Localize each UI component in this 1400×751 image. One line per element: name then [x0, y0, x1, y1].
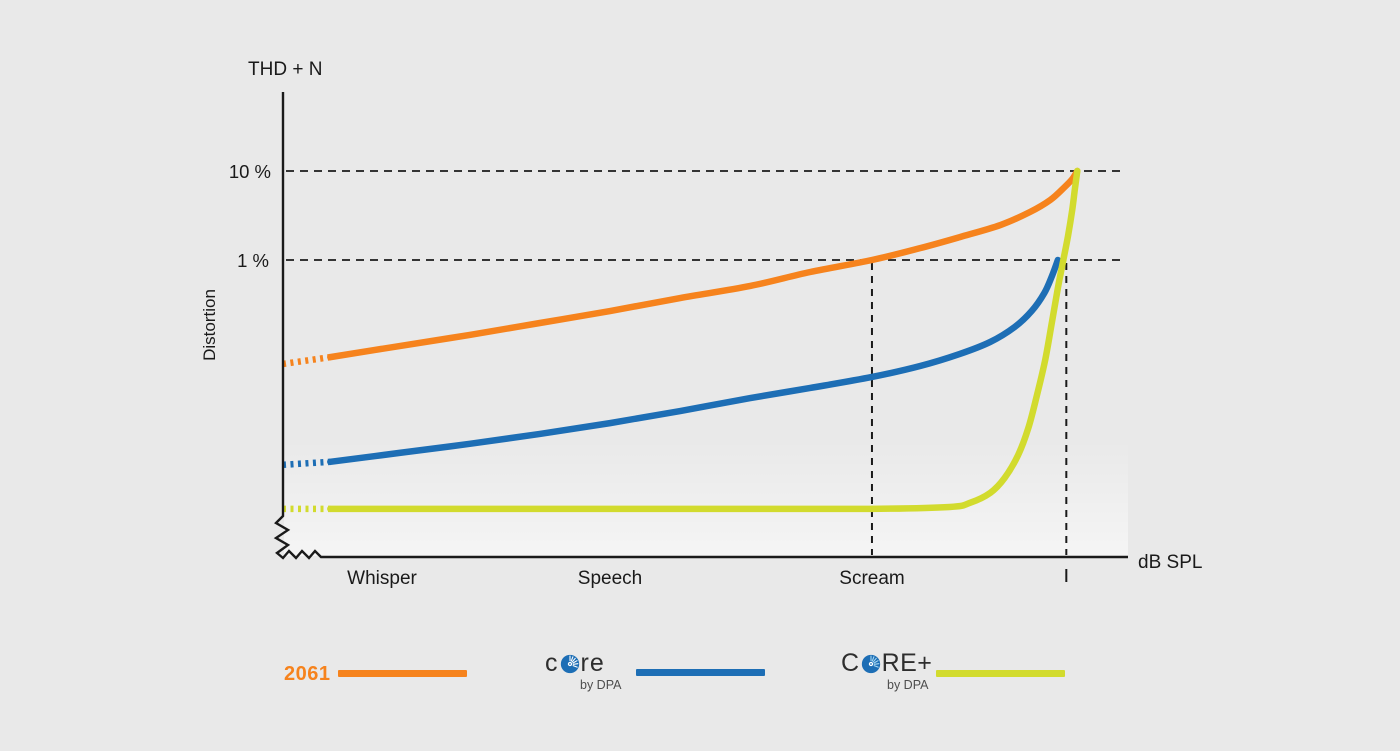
core-logo-prefix: c	[545, 649, 559, 677]
coreplus-logo-prefix: C	[841, 649, 860, 677]
core-by-dpa-logo: c re by DPA	[545, 651, 621, 692]
core-disc-icon	[560, 654, 579, 673]
x-axis-label: dB SPL	[1138, 552, 1203, 573]
coreplus-by-dpa-logo: C RE+ by DPA	[841, 651, 932, 692]
legend-label-2061: 2061	[284, 663, 331, 685]
coreplus-logo-suffix: RE+	[881, 649, 933, 677]
x-category-scream: Scream	[839, 568, 905, 589]
legend-line-core	[636, 669, 765, 676]
core-logo-byline: by DPA	[580, 678, 622, 692]
y-tick-10-percent: 10 %	[228, 161, 271, 182]
legend-line-2061	[338, 670, 467, 677]
y-tick-1-percent: 1 %	[237, 250, 269, 271]
coreplus-logo-byline: by DPA	[887, 678, 929, 692]
coreplus-disc-icon	[861, 654, 880, 673]
x-category-whisper: Whisper	[347, 568, 417, 589]
legend-line-coreplus	[936, 670, 1065, 677]
y-axis-label: Distortion	[200, 289, 219, 361]
x-category-speech: Speech	[577, 568, 643, 589]
y-axis-title: THD + N	[248, 59, 323, 80]
core-logo-suffix: re	[580, 649, 605, 677]
